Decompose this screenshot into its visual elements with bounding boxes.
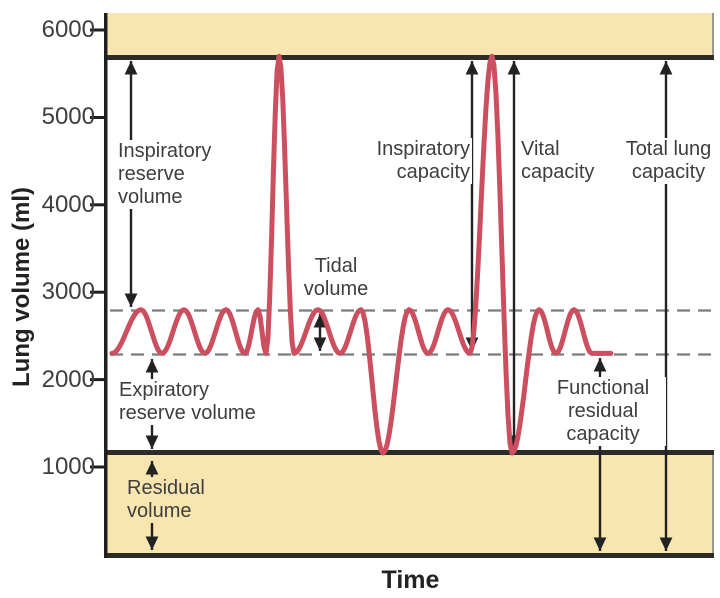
zero-baseline-line	[107, 553, 714, 558]
band-right-edge-top	[712, 13, 714, 59]
y-axis-title: Lung volume (ml)	[8, 187, 35, 387]
y-axis-ticks	[90, 28, 105, 469]
band-above-tlc	[107, 13, 714, 56]
functional-residual-capacity-label: Functional residual capacity	[540, 377, 666, 446]
ytick-3000: 3000	[41, 278, 95, 305]
inspiratory-capacity-label: Inspiratory capacity	[356, 138, 472, 184]
y-axis-line	[104, 13, 108, 558]
residual-volume-label: Residual volume	[125, 477, 207, 523]
ytick-6000: 6000	[41, 16, 95, 43]
band-right-edge-bottom	[712, 450, 714, 558]
total-lung-capacity-line	[107, 55, 714, 60]
expiratory-reserve-volume-label: Expiratory reserve volume	[117, 379, 258, 425]
tidal-volume-label: Tidal volume	[294, 255, 378, 301]
inspiratory-reserve-volume-label: Inspiratory reserve volume	[116, 140, 214, 209]
ytick-4000: 4000	[41, 191, 95, 218]
total-lung-capacity-label: Total lung capacity	[613, 138, 720, 184]
ytick-5000: 5000	[41, 103, 95, 130]
breathing-trace-curve	[109, 53, 614, 456]
band-residual-volume	[107, 455, 714, 553]
ytick-2000: 2000	[41, 366, 95, 393]
vital-capacity-label: Vital capacity	[519, 138, 597, 184]
ytick-1000: 1000	[41, 453, 95, 480]
x-axis-title: Time	[381, 566, 440, 594]
residual-volume-top-line	[107, 450, 714, 455]
